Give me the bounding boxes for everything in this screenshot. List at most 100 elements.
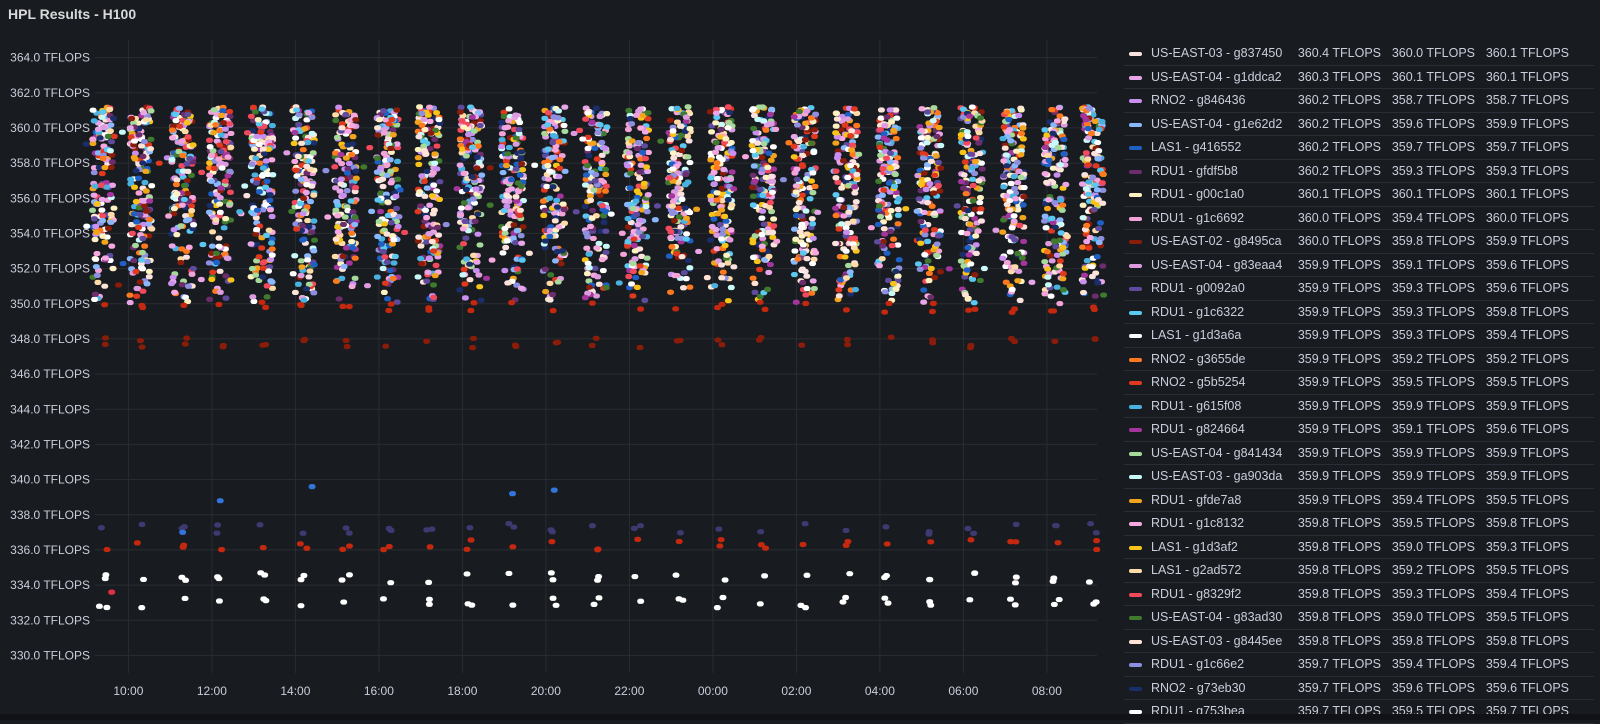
data-point[interactable] <box>715 154 723 160</box>
data-point[interactable] <box>766 261 774 268</box>
data-point[interactable] <box>635 229 643 235</box>
data-point[interactable] <box>1016 222 1024 228</box>
data-point[interactable] <box>877 115 885 121</box>
data-point[interactable] <box>178 282 186 288</box>
data-point[interactable] <box>462 186 470 193</box>
data-point[interactable] <box>387 220 395 226</box>
data-point[interactable] <box>140 138 148 145</box>
data-point[interactable] <box>1015 168 1023 174</box>
data-point[interactable] <box>1016 297 1024 303</box>
data-point[interactable] <box>922 186 930 193</box>
data-point[interactable] <box>893 115 901 121</box>
data-point[interactable] <box>516 212 524 219</box>
data-point[interactable] <box>138 143 146 149</box>
outlier-point[interactable] <box>262 304 270 310</box>
outlier-point[interactable] <box>801 521 809 527</box>
legend-row[interactable]: RDU1 - g615f08 359.9 TFLOPS 359.9 TFLOPS 35… <box>1124 395 1594 418</box>
legend-row[interactable]: US-EAST-04 - g83ad30 359.8 TFLOPS 359.0 TF… <box>1124 606 1594 630</box>
data-point[interactable] <box>435 116 443 123</box>
data-point[interactable] <box>259 207 267 213</box>
data-point[interactable] <box>713 176 721 182</box>
data-point[interactable] <box>99 233 107 239</box>
data-point[interactable] <box>629 261 637 267</box>
data-point[interactable] <box>1091 150 1099 157</box>
data-point[interactable] <box>299 237 307 243</box>
data-point[interactable] <box>218 112 226 118</box>
data-point[interactable] <box>930 190 938 196</box>
data-point[interactable] <box>636 263 644 269</box>
data-point[interactable] <box>373 169 381 175</box>
data-point[interactable] <box>303 182 311 188</box>
data-point[interactable] <box>178 202 186 208</box>
data-point[interactable] <box>512 240 520 246</box>
data-point[interactable] <box>260 150 268 157</box>
data-point[interactable] <box>255 121 263 127</box>
data-point[interactable] <box>1041 213 1049 219</box>
data-point[interactable] <box>227 277 235 283</box>
data-point[interactable] <box>428 238 436 245</box>
data-point[interactable] <box>219 108 227 114</box>
data-point[interactable] <box>582 116 590 122</box>
data-point[interactable] <box>417 243 425 249</box>
data-point[interactable] <box>525 250 533 256</box>
data-point[interactable] <box>629 268 637 275</box>
data-point[interactable] <box>292 167 300 173</box>
data-point[interactable] <box>257 129 265 135</box>
data-point[interactable] <box>642 155 650 162</box>
data-point[interactable] <box>558 153 566 159</box>
outlier-point[interactable] <box>95 603 103 609</box>
data-point[interactable] <box>615 280 623 286</box>
data-point[interactable] <box>90 169 98 176</box>
data-point[interactable] <box>848 147 856 153</box>
data-point[interactable] <box>759 208 767 214</box>
data-point[interactable] <box>135 175 143 181</box>
data-point[interactable] <box>847 133 855 139</box>
data-point[interactable] <box>474 211 482 217</box>
outlier-point[interactable] <box>1011 306 1019 312</box>
data-point[interactable] <box>726 237 734 243</box>
data-point[interactable] <box>146 216 154 223</box>
outlier-point[interactable] <box>926 576 934 583</box>
data-point[interactable] <box>1000 184 1008 190</box>
data-point[interactable] <box>173 232 181 238</box>
outlier-point[interactable] <box>385 525 393 532</box>
data-point[interactable] <box>832 130 840 136</box>
outlier-point[interactable] <box>846 571 854 577</box>
data-point[interactable] <box>1014 179 1022 186</box>
data-point[interactable] <box>678 196 686 202</box>
data-point[interactable] <box>976 150 984 157</box>
data-point[interactable] <box>554 279 562 285</box>
data-point[interactable] <box>626 115 634 122</box>
data-point[interactable] <box>486 202 494 208</box>
data-point[interactable] <box>139 221 147 228</box>
data-point[interactable] <box>459 272 467 278</box>
data-point[interactable] <box>832 205 840 211</box>
data-point[interactable] <box>957 258 965 264</box>
data-point[interactable] <box>190 222 198 228</box>
data-point[interactable] <box>380 289 388 295</box>
data-point[interactable] <box>977 218 985 224</box>
data-point[interactable] <box>142 188 150 194</box>
data-point[interactable] <box>143 258 151 265</box>
outlier-point[interactable] <box>101 302 109 308</box>
data-point[interactable] <box>883 250 891 256</box>
data-point[interactable] <box>165 213 173 219</box>
data-point[interactable] <box>291 289 299 296</box>
data-point[interactable] <box>1059 271 1067 277</box>
data-point[interactable] <box>892 136 900 142</box>
data-point[interactable] <box>625 150 633 156</box>
data-point[interactable] <box>187 172 195 178</box>
data-point[interactable] <box>967 151 975 157</box>
data-point[interactable] <box>130 257 138 264</box>
outlier-point[interactable] <box>966 344 974 351</box>
data-point[interactable] <box>1098 180 1106 186</box>
data-point[interactable] <box>1099 200 1107 206</box>
data-point[interactable] <box>392 193 400 199</box>
outlier-point[interactable] <box>673 338 681 344</box>
data-point[interactable] <box>810 127 818 133</box>
data-point[interactable] <box>339 221 347 228</box>
data-point[interactable] <box>177 259 185 266</box>
data-point[interactable] <box>1012 196 1020 202</box>
data-point[interactable] <box>945 266 953 272</box>
outlier-point[interactable] <box>181 341 189 347</box>
